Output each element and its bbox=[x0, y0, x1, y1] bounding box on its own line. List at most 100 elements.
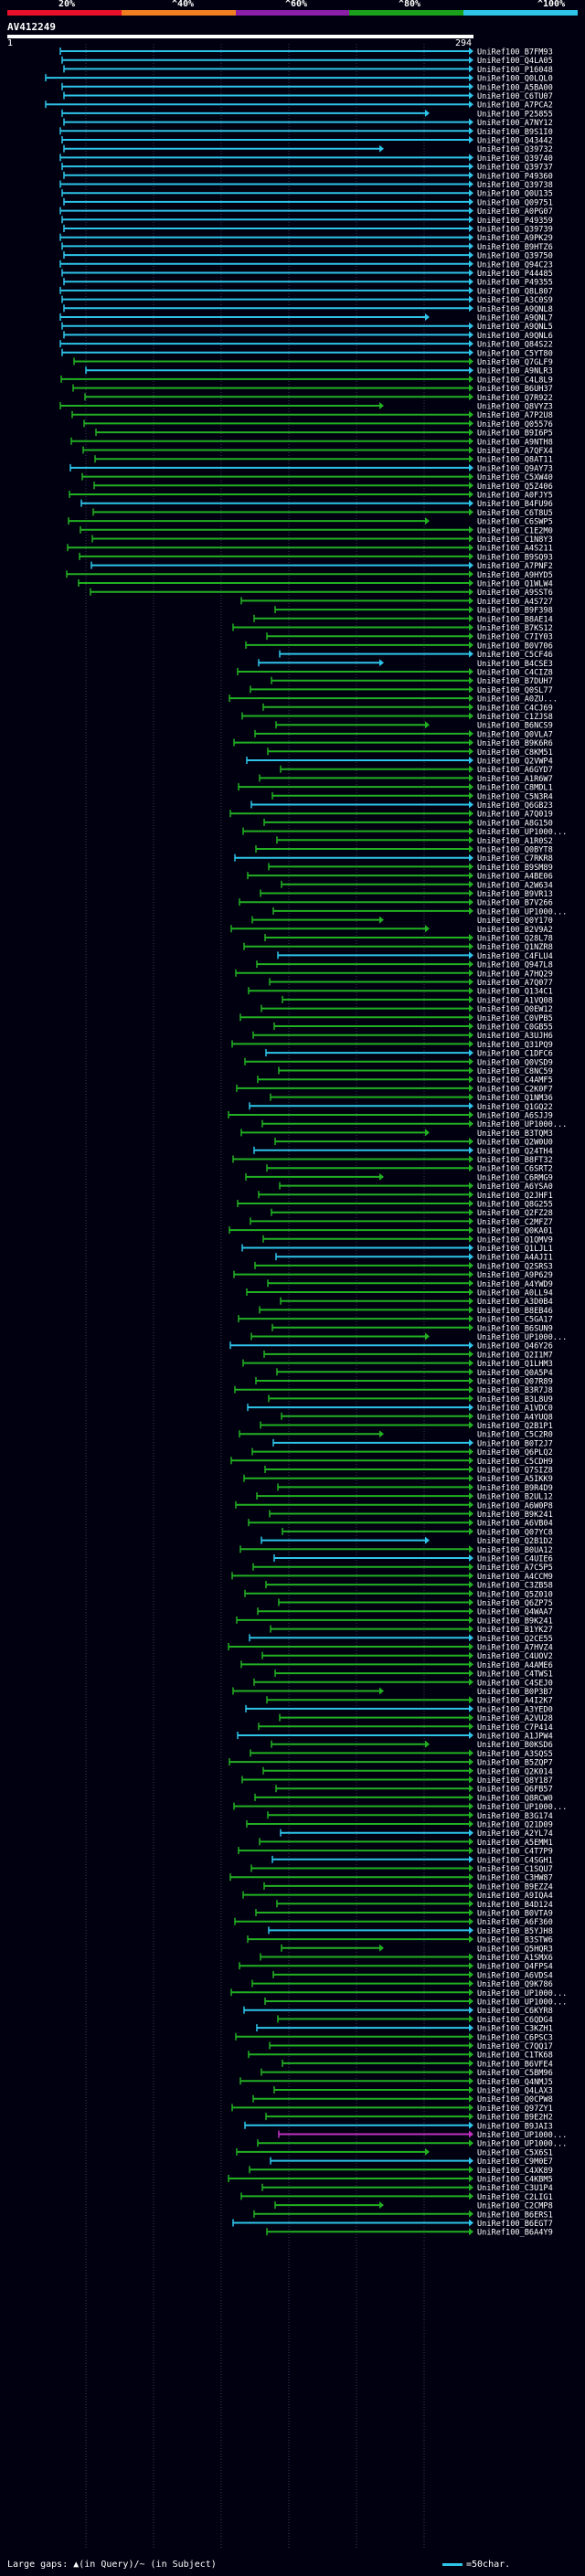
hit-row: UniRef100_B2UL12 bbox=[256, 1492, 553, 1502]
hit-label: UniRef100_Q2FZ28 bbox=[477, 1209, 553, 1218]
hit-row: UniRef100_C1TK68 bbox=[248, 2051, 553, 2061]
hit-label: UniRef100_C3KZH1 bbox=[477, 2025, 553, 2034]
hit-label: UniRef100_B2V9A2 bbox=[477, 926, 553, 935]
hit-row: UniRef100_Q9AY73 bbox=[69, 463, 553, 473]
hit-row: UniRef100_Q09751 bbox=[63, 197, 553, 207]
hit-label: UniRef100_C0GB55 bbox=[477, 1023, 553, 1033]
hit-row: UniRef100_Q28L78 bbox=[264, 934, 553, 944]
hit-end-arrow bbox=[469, 429, 473, 437]
hit-row: UniRef100_A1R0S2 bbox=[276, 836, 553, 846]
hit-end-arrow bbox=[469, 419, 473, 428]
hit-label: UniRef100_Q1LJL1 bbox=[477, 1245, 553, 1254]
hit-end-arrow bbox=[469, 1483, 473, 1491]
hit-row: UniRef100_C5X6S1 bbox=[236, 2147, 553, 2157]
hit-row: UniRef100_B7DUH7 bbox=[271, 676, 553, 686]
hit-label: UniRef100_C3ZB58 bbox=[477, 1582, 553, 1591]
hit-end-arrow bbox=[469, 393, 473, 401]
hit-label: UniRef100_A9QNL7 bbox=[477, 314, 553, 323]
hit-row: UniRef100_Q1NZR8 bbox=[243, 942, 553, 952]
hit-end-arrow bbox=[469, 171, 473, 179]
hit-row: UniRef100_A4CCM9 bbox=[231, 1572, 553, 1582]
hit-end-arrow bbox=[469, 295, 473, 303]
hit-row: UniRef100_Q94C23 bbox=[59, 260, 553, 270]
hit-label: UniRef100_B6A4Y9 bbox=[477, 2229, 553, 2238]
hit-label: UniRef100_Q2JHF1 bbox=[477, 1192, 553, 1201]
hit-end-arrow bbox=[469, 1749, 473, 1757]
hit-label: UniRef100_A0LL94 bbox=[477, 1289, 553, 1299]
hit-end-arrow bbox=[379, 916, 384, 924]
hit-row: UniRef100_UP1000... bbox=[250, 1332, 567, 1342]
hit-label: UniRef100_A1VQ08 bbox=[477, 996, 553, 1005]
hit-end-arrow bbox=[469, 2077, 473, 2085]
hit-end-arrow bbox=[469, 1350, 473, 1358]
hit-row: UniRef100_B9VR13 bbox=[260, 889, 553, 899]
hit-label: UniRef100_A4I2K7 bbox=[477, 1697, 553, 1706]
hit-end-arrow bbox=[469, 2024, 473, 2032]
hit-row: UniRef100_C5CF46 bbox=[279, 650, 553, 660]
hit-row: UniRef100_Q2W0U0 bbox=[274, 1138, 553, 1148]
hit-row: UniRef100_B9E2H2 bbox=[265, 2113, 553, 2123]
hit-row: UniRef100_C4XK89 bbox=[249, 2166, 553, 2176]
hit-label: UniRef100_Q2I1M7 bbox=[477, 1351, 553, 1360]
hit-label: UniRef100_C7QQ17 bbox=[477, 2042, 553, 2051]
hit-end-arrow bbox=[469, 898, 473, 906]
hit-label: UniRef100_Q5Z010 bbox=[477, 1590, 553, 1599]
hit-end-arrow bbox=[469, 1758, 473, 1766]
hit-end-arrow bbox=[469, 1164, 473, 1172]
hit-row: UniRef100_Q8G255 bbox=[237, 1200, 553, 1210]
hit-label: UniRef100_A2VU28 bbox=[477, 1714, 553, 1723]
hit-label: UniRef100_B7KS12 bbox=[477, 624, 553, 633]
hit-label: UniRef100_B9HTZ6 bbox=[477, 243, 553, 252]
hit-row: UniRef100_A6F360 bbox=[234, 1917, 553, 1927]
hit-row: UniRef100_A0FJY5 bbox=[69, 491, 553, 501]
hit-end-arrow bbox=[425, 925, 430, 933]
hit-end-arrow bbox=[469, 1385, 473, 1394]
hit-row: UniRef100_B9K241 bbox=[269, 1510, 553, 1520]
hit-row: UniRef100_Q8Y187 bbox=[241, 1776, 553, 1786]
hit-label: UniRef100_B7V266 bbox=[477, 899, 553, 908]
hit-end-arrow bbox=[469, 197, 473, 206]
hit-row: UniRef100_C4L8L9 bbox=[60, 375, 553, 385]
hit-row: UniRef100_Q39738 bbox=[59, 180, 553, 190]
hit-row: UniRef100_C5N3R4 bbox=[271, 791, 553, 801]
hit-end-arrow bbox=[469, 703, 473, 711]
hit-label: UniRef100_A5IKK9 bbox=[477, 1475, 553, 1484]
hit-row: UniRef100_B6NCS9 bbox=[275, 721, 553, 731]
hit-label: UniRef100_Q84S22 bbox=[477, 341, 553, 350]
hit-label: UniRef100_C5YT80 bbox=[477, 349, 553, 358]
hit-label: UniRef100_A5BA00 bbox=[477, 83, 553, 92]
hit-label: UniRef100_UP1000... bbox=[477, 828, 567, 837]
hit-label: UniRef100_Q0LQL0 bbox=[477, 75, 553, 84]
hit-label: UniRef100_P49355 bbox=[477, 279, 553, 288]
hit-end-arrow bbox=[469, 1323, 473, 1331]
hit-end-arrow bbox=[469, 2059, 473, 2067]
hit-label: UniRef100_A9HYD5 bbox=[477, 571, 553, 580]
hit-end-arrow bbox=[469, 101, 473, 109]
hit-end-arrow bbox=[469, 375, 473, 383]
hit-row: UniRef100_B9JAI3 bbox=[244, 2121, 553, 2131]
hit-end-arrow bbox=[469, 455, 473, 463]
hit-end-arrow bbox=[469, 783, 473, 791]
hit-end-arrow bbox=[469, 1660, 473, 1669]
hit-end-arrow bbox=[469, 579, 473, 587]
hit-label: UniRef100_C4FLU4 bbox=[477, 952, 553, 961]
hit-label: UniRef100_Q39740 bbox=[477, 154, 553, 164]
hit-end-arrow bbox=[469, 791, 473, 800]
hit-end-arrow bbox=[469, 242, 473, 250]
hit-label: UniRef100_A9SST6 bbox=[477, 588, 553, 598]
hit-row: UniRef100_A6YSA0 bbox=[279, 1182, 553, 1192]
hit-row: UniRef100_C4TWS1 bbox=[274, 1670, 553, 1680]
hit-end-arrow bbox=[469, 1864, 473, 1872]
hit-end-arrow bbox=[469, 136, 473, 143]
legend-line bbox=[442, 2562, 463, 2566]
hit-row: UniRef100_A7HQ29 bbox=[235, 969, 553, 979]
hit-row: UniRef100_Q1QMV9 bbox=[262, 1235, 553, 1245]
hit-end-arrow bbox=[469, 482, 473, 490]
hit-label: UniRef100_Q8L807 bbox=[477, 287, 553, 296]
hit-label: UniRef100_A3C0S9 bbox=[477, 296, 553, 305]
hit-row: UniRef100_A6W0P8 bbox=[235, 1500, 553, 1511]
hit-end-arrow bbox=[379, 659, 384, 667]
hit-label: UniRef100_C6SRT2 bbox=[477, 1165, 553, 1174]
hit-end-arrow bbox=[469, 650, 473, 658]
scale-label-80: ^80% bbox=[399, 0, 421, 9]
